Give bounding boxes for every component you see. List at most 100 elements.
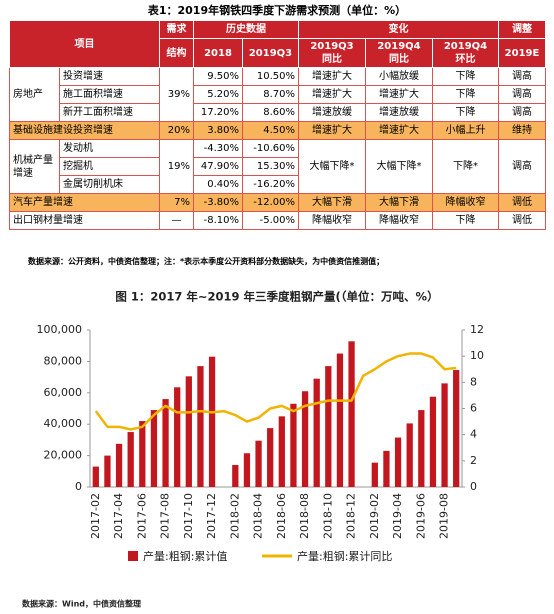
bar: [441, 383, 448, 487]
table-cell: 增速扩大: [298, 85, 366, 104]
table-cell: 下降: [432, 85, 499, 104]
x-tick-label: 2019-08: [438, 493, 451, 539]
cell-line: 2019Q4: [377, 41, 421, 52]
chart-title: 图 1：2017 年~2019 年三季度粗钢产量(（单位：万吨、%）: [115, 290, 438, 304]
table-cell: —: [159, 211, 194, 230]
bar: [313, 378, 320, 487]
table-cell: 增速放缓: [298, 103, 366, 122]
table-cell: -5.00%: [242, 211, 299, 230]
x-tick-label: 2018-08: [298, 493, 311, 539]
x-tick-label: 2018-12: [345, 493, 358, 539]
table-row: 汽车产量增速 7% -3.80% -12.00% 大幅下滑 大幅下滑 降幅收窄 调低: [9, 193, 546, 212]
table-cell: 挖掘机: [59, 157, 160, 176]
table-cell: 调整: [498, 20, 546, 39]
bar: [371, 462, 378, 487]
table-cell: 9.50%: [193, 67, 243, 86]
table-cell: 调高: [498, 85, 546, 104]
table-cell: 调低: [498, 211, 546, 230]
x-tick-label: 2017-02: [89, 493, 102, 539]
header-row: 项目 需求 历史数据 变化 调整: [9, 20, 546, 68]
bar: [208, 356, 216, 487]
table-cell: 历史数据: [193, 20, 299, 39]
table-cell: -10.60%: [242, 139, 299, 158]
cell-line: 环比: [455, 54, 476, 65]
bar: [348, 341, 355, 487]
table-cell: 大幅下滑: [298, 193, 366, 212]
bar: [197, 366, 204, 487]
bar: [162, 399, 169, 487]
bar: [325, 366, 332, 487]
table-row: 金属切削机床 0.40% -16.20%: [10, 175, 546, 194]
table-cell: 房地产: [9, 67, 60, 122]
bar: [232, 465, 239, 487]
table-cell: -16.20%: [242, 175, 299, 194]
y2-tick-label: 6: [470, 402, 477, 415]
table-cell: 调高: [498, 67, 546, 86]
x-tick-label: 2017-10: [182, 493, 195, 539]
table-cell: 下降: [432, 67, 499, 86]
table-cell: 20%: [159, 121, 194, 140]
x-tick-label: 2018-04: [252, 493, 265, 539]
table-cell: 大幅下滑: [365, 193, 433, 212]
table-cell: 调高: [498, 103, 546, 122]
table-cell: 下降*: [432, 139, 499, 194]
bar: [429, 396, 437, 487]
table-cell: -4.30%: [193, 139, 243, 158]
chart-source: 数据来源：Wind，中债资信整理: [22, 599, 141, 609]
y2-tick-label: 10: [470, 349, 484, 362]
table-cell: 10.50%: [242, 67, 299, 86]
table-cell: 2019Q3 同比: [298, 38, 366, 68]
legend-label: 产量:粗钢:累计同比: [297, 549, 392, 563]
bar: [278, 416, 285, 487]
x-tick-label: 2018-10: [321, 493, 334, 539]
table-cell: 5.20%: [193, 85, 243, 104]
table-cell: 需求: [159, 20, 194, 39]
table-cell: 降幅收窄: [298, 211, 366, 230]
table-cell: 基础设施建设投资增速: [9, 121, 160, 140]
x-tick-label: 2019-06: [414, 493, 427, 539]
line: [94, 352, 457, 431]
bar: [127, 432, 134, 487]
bar: [174, 387, 181, 487]
table-cell: 增速扩大: [365, 85, 433, 104]
table-cell: 4.50%: [242, 121, 299, 140]
table-cell: 2019Q4 环比: [432, 38, 499, 68]
cell-line: 同比: [322, 54, 342, 65]
bar: [150, 410, 158, 487]
table-cell: 降幅收窄: [432, 193, 499, 212]
table-cell: 投资增速: [59, 67, 160, 86]
table-cell: 小幅放缓: [365, 67, 433, 86]
table-cell: 3.80%: [193, 121, 243, 140]
table-cell: 增速扩大: [365, 121, 433, 140]
bar: [336, 353, 344, 487]
table-cell: 机械产量增速: [9, 139, 60, 194]
x-tick-label: 2018-06: [275, 493, 288, 539]
table-cell: 汽车产量增速: [9, 193, 160, 212]
y-tick-label: 0: [75, 480, 82, 493]
x-tick-label: 2017-08: [159, 493, 172, 539]
table-cell: 8.70%: [242, 85, 299, 104]
y2-tick-label: 8: [470, 375, 477, 388]
table-cell: -3.80%: [193, 193, 243, 212]
y-tick-label: 60,000: [44, 386, 83, 399]
bar: [139, 421, 146, 487]
table-cell: 2018: [193, 38, 243, 68]
bar: [406, 423, 413, 487]
table-cell: 0.40%: [193, 175, 243, 194]
bar: [301, 391, 309, 487]
table-cell: 变化: [298, 20, 499, 39]
x-tick-label: 2017-06: [135, 493, 148, 539]
table-row: 新开工面积增速 17.20% 8.60% 增速放缓 增速放缓 下降 调高: [10, 103, 546, 122]
legend-label: 产量:粗钢:累计值: [143, 549, 227, 563]
table-cell: 2019Q4 同比: [365, 38, 433, 68]
table-row: 房地产 投资增速 39% 9.50% 10.50% 增速扩大 小幅放缓 下降 调高: [9, 67, 546, 122]
table-cell: 调低: [498, 193, 546, 212]
demand-table: 项目 需求 历史数据 变化 调整 结构 2018 2019Q3 2019Q3 同比 2019Q4 同比…: [9, 20, 546, 230]
table-cell: 15.30%: [242, 157, 299, 176]
table-cell: 新开工面积增速: [59, 103, 160, 122]
header-row: 结构 2018 2019Q3 2019Q3 同比 2019Q4 同比 2019Q4 环比 2019…: [10, 38, 546, 68]
table-cell: 增速扩大: [298, 67, 366, 86]
bar: [383, 450, 390, 487]
table-title: 表1：2019年钢铁四季度下游需求预测（单位：%）: [147, 4, 407, 17]
